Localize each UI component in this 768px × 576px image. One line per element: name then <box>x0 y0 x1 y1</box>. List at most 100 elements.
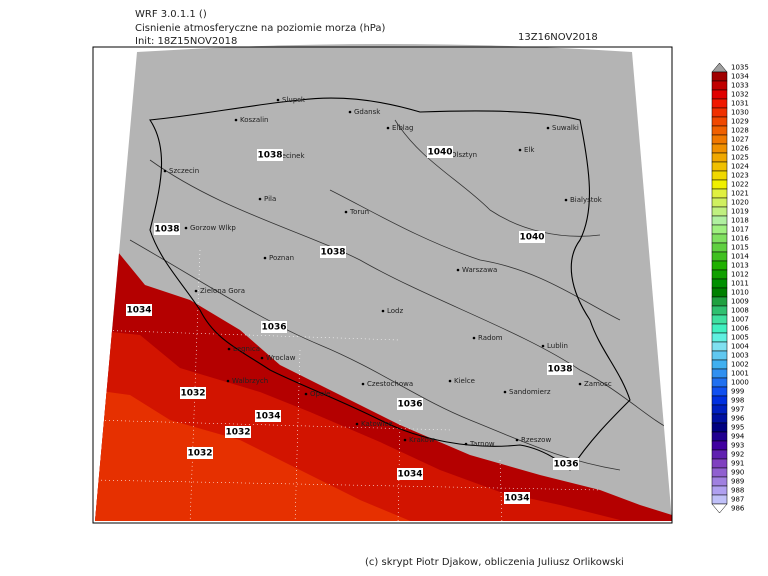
isobar-label-box <box>154 223 180 235</box>
colorbar-label: 1002 <box>731 361 749 369</box>
colorbar-swatch <box>711 323 728 334</box>
colorbar-label: 1019 <box>731 208 749 216</box>
map-frame <box>92 46 673 524</box>
city-label: Zamosc <box>584 380 612 388</box>
colorbar-label: 994 <box>731 433 745 441</box>
colorbar-swatch <box>711 440 728 451</box>
colorbar-label: 1003 <box>731 352 749 360</box>
colorbar-swatch <box>711 80 728 91</box>
colorbar-label: 1034 <box>731 73 749 81</box>
colorbar-label: 1022 <box>731 181 749 189</box>
colorbar-swatch <box>711 260 728 271</box>
colorbar-label: 1027 <box>731 136 749 144</box>
isobar-label-box <box>126 304 152 316</box>
isobar-label: 1036 <box>553 460 578 470</box>
colorbar-label: 1012 <box>731 271 749 279</box>
city-dot <box>386 126 390 130</box>
isobar-label: 1040 <box>519 233 544 243</box>
city-dot <box>564 198 568 202</box>
colorbar-label: 1029 <box>731 118 749 126</box>
city-dot <box>541 344 545 348</box>
colorbar-label: 997 <box>731 406 744 414</box>
colorbar-swatch <box>711 179 728 190</box>
colorbar-label: 1021 <box>731 190 749 198</box>
colorbar-label: 992 <box>731 451 744 459</box>
colorbar-label: 1009 <box>731 298 749 306</box>
colorbar-swatch <box>711 341 728 352</box>
isobar-label: 1034 <box>255 412 280 422</box>
colorbar-label: 1008 <box>731 307 749 315</box>
isobar-label: 1036 <box>397 400 422 410</box>
city-dot <box>361 382 365 386</box>
city-label: Szczecinek <box>266 152 305 160</box>
city-label: Torun <box>349 208 369 216</box>
city-label: Koszalin <box>240 116 268 124</box>
isobar-label-box <box>225 426 251 438</box>
city-label: Elblag <box>392 124 414 132</box>
city-dot <box>456 268 460 272</box>
colorbar-swatch <box>711 251 728 262</box>
valid-time: 13Z16NOV2018 <box>518 32 598 43</box>
colorbar-swatch <box>711 152 728 163</box>
colorbar-swatch <box>711 449 728 460</box>
city-dot <box>226 379 230 383</box>
city-label: Slupsk <box>282 96 306 104</box>
isobar-label: 1034 <box>504 494 529 504</box>
isobar-label: 1034 <box>126 306 151 316</box>
city-dot <box>448 379 452 383</box>
isobar-label: 1032 <box>187 449 212 459</box>
colorbar-swatch <box>711 422 728 433</box>
map-field <box>95 44 672 521</box>
city-label: Poznan <box>269 254 294 262</box>
colorbar-swatch <box>711 143 728 154</box>
isobar-label-box <box>320 246 346 258</box>
isobar-label-box <box>547 363 573 375</box>
isobar-label: 1038 <box>547 365 572 375</box>
colorbar-label: 1018 <box>731 217 749 225</box>
colorbar-label: 1033 <box>731 82 749 90</box>
colorbar-swatch <box>711 431 728 442</box>
colorbar-swatch <box>711 98 728 109</box>
city-dot <box>518 148 522 152</box>
isobar-label: 1038 <box>257 151 282 161</box>
isobar-label-box <box>397 468 423 480</box>
city-label: Olsztyn <box>451 151 477 159</box>
colorbar-swatch <box>711 467 728 478</box>
city-label: Warszawa <box>462 266 497 274</box>
colorbar-label: 1013 <box>731 262 749 270</box>
colorbar-label: 1007 <box>731 316 749 324</box>
colorbar-swatch <box>711 494 728 505</box>
city-dot <box>578 382 582 386</box>
colorbar-swatch <box>711 188 728 199</box>
city-dot <box>263 256 267 260</box>
colorbar-label: 1015 <box>731 244 749 252</box>
colorbar-label: 1035 <box>731 64 749 72</box>
colorbar-label: 1024 <box>731 163 749 171</box>
city-dot <box>503 390 507 394</box>
isobar-label-box <box>397 398 423 410</box>
colorbar-label: 1020 <box>731 199 749 207</box>
colorbar-label: 1030 <box>731 109 749 117</box>
city-dot <box>258 197 262 201</box>
isobar-label: 1036 <box>261 323 286 333</box>
colorbar-label: 1004 <box>731 343 749 351</box>
city-dot <box>344 210 348 214</box>
colorbar-label: 996 <box>731 415 745 423</box>
city-label: Krakow <box>409 436 435 444</box>
colorbar-swatch <box>711 116 728 127</box>
colorbar-swatch <box>711 278 728 289</box>
colorbar-swatch <box>711 404 728 415</box>
colorbar-label: 995 <box>731 424 744 432</box>
map-title: Cisnienie atmosferyczne na poziomie morz… <box>135 23 386 34</box>
colorbar-label: 1005 <box>731 334 749 342</box>
colorbar-label: 1026 <box>731 145 749 153</box>
city-dot <box>472 336 476 340</box>
colorbar-swatch <box>711 269 728 280</box>
colorbar-label: 998 <box>731 397 744 405</box>
isobar-label-box <box>261 321 287 333</box>
city-label: Katowice <box>361 420 393 428</box>
isobar-label: 1038 <box>320 248 345 258</box>
city-label: Elk <box>524 146 535 154</box>
colorbar-swatch <box>711 476 728 487</box>
